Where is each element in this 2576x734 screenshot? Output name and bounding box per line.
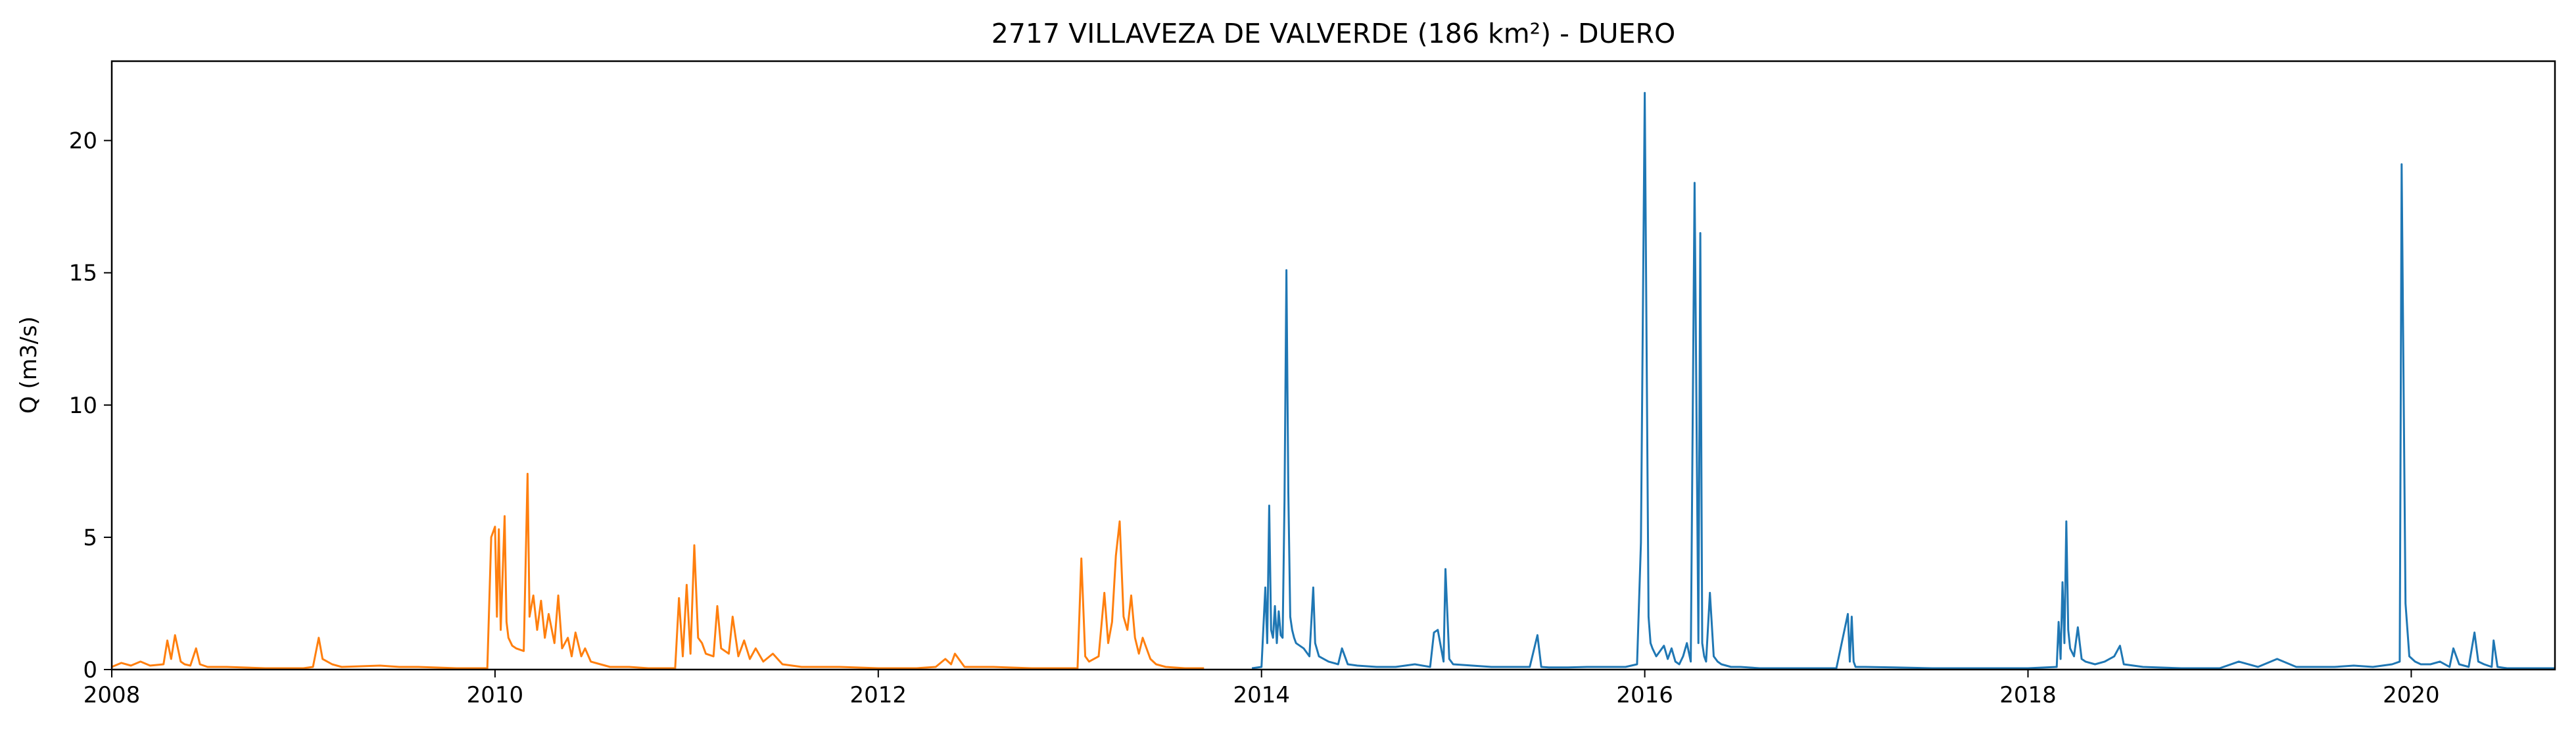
y-tick-label: 15	[69, 260, 97, 287]
y-tick-label: 20	[69, 128, 97, 155]
x-tick-label: 2020	[2383, 682, 2440, 708]
y-tick-label: 0	[83, 657, 97, 683]
series-line-1	[111, 472, 1205, 670]
y-tick-label: 5	[83, 525, 97, 551]
series-layer	[111, 91, 2555, 670]
x-tick-label: 2010	[467, 682, 524, 708]
x-tick-label: 2008	[83, 682, 141, 708]
plot-frame	[110, 60, 2556, 671]
x-tick-label: 2012	[850, 682, 907, 708]
chart-title: 2717 VILLAVEZA DE VALVERDE (186 km²) - D…	[991, 18, 1675, 49]
x-tick-label: 2014	[1233, 682, 1290, 708]
x-tick-label: 2016	[1616, 682, 1673, 708]
y-axis-label: Q (m3/s)	[16, 316, 42, 414]
axes-layer: 2008 2010 2012 2014 2016 2018 2020 0 5 10 15 20	[69, 128, 2440, 708]
series-line-2	[1251, 91, 2555, 670]
y-tick-label: 10	[69, 393, 97, 419]
x-tick-label: 2018	[1999, 682, 2057, 708]
